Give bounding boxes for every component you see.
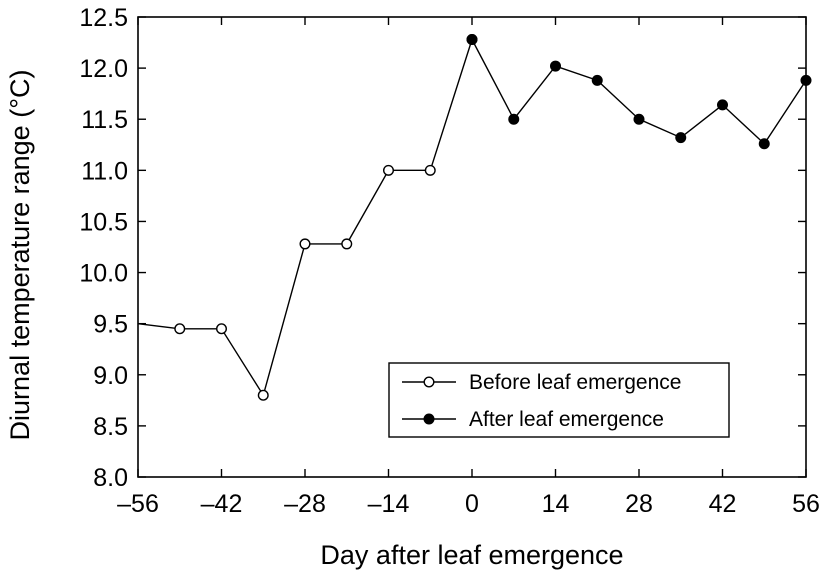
y-tick-label: 11.0 xyxy=(81,157,128,185)
y-tick-label: 10.5 xyxy=(79,208,128,236)
data-point xyxy=(215,323,227,335)
series-1 xyxy=(137,39,473,397)
legend-marker xyxy=(423,376,435,388)
data-point xyxy=(675,132,687,144)
legend-label: Before leaf emergence xyxy=(469,371,681,394)
x-tick-label: 42 xyxy=(709,490,737,518)
y-tick-label: 12.5 xyxy=(79,4,128,32)
data-point xyxy=(633,113,645,125)
legend-marker xyxy=(423,413,435,425)
data-point xyxy=(717,99,729,111)
series-layer xyxy=(137,33,812,401)
x-tick-label: 56 xyxy=(792,490,820,518)
series-1-markers xyxy=(174,33,478,401)
series-line xyxy=(471,39,807,145)
y-tick-label: 9.0 xyxy=(93,362,128,390)
data-point xyxy=(174,323,186,335)
y-tick-label: 10.0 xyxy=(79,260,128,288)
legend-label: After leaf emergence xyxy=(469,408,664,431)
x-tick-label: 0 xyxy=(465,490,479,518)
x-axis-title: Day after leaf emergence xyxy=(320,540,623,570)
y-axis-title: Diurnal temperature range (°C) xyxy=(5,70,35,441)
data-point xyxy=(424,164,436,176)
x-tick-label: –28 xyxy=(284,490,326,518)
data-point xyxy=(383,164,395,176)
x-tick-label: 14 xyxy=(542,490,570,518)
y-tick-label: 11.5 xyxy=(81,106,128,134)
y-tick-label: 12.0 xyxy=(79,55,128,83)
data-point xyxy=(466,33,478,45)
y-tick-label: 8.5 xyxy=(93,413,128,441)
x-tick-label: –56 xyxy=(117,490,159,518)
legend-item: After leaf emergence xyxy=(402,408,664,431)
axes: –56 –42 –28 –14 0 14 28 42 56 8.0 8.5 9.0 9.5 10.0 10.… xyxy=(79,4,820,518)
y-tick-label: 8.0 xyxy=(93,464,128,492)
data-point xyxy=(508,113,520,125)
data-point xyxy=(758,138,770,150)
data-point xyxy=(341,238,353,250)
data-point xyxy=(257,389,269,401)
series-2 xyxy=(471,39,807,145)
x-tick-label: –14 xyxy=(368,490,410,518)
data-point xyxy=(591,74,603,86)
series-2-markers xyxy=(466,33,812,150)
legend-item: Before leaf emergence xyxy=(402,371,681,394)
data-point xyxy=(800,74,812,86)
data-point xyxy=(550,60,562,72)
x-tick-label: 28 xyxy=(625,490,653,518)
legend-box xyxy=(388,362,730,438)
series-line xyxy=(137,39,473,397)
data-point xyxy=(299,238,311,250)
legend: Before leaf emergence After leaf emergenc… xyxy=(388,362,730,438)
y-tick-label: 9.5 xyxy=(93,311,128,339)
x-tick-label: –42 xyxy=(201,490,243,518)
